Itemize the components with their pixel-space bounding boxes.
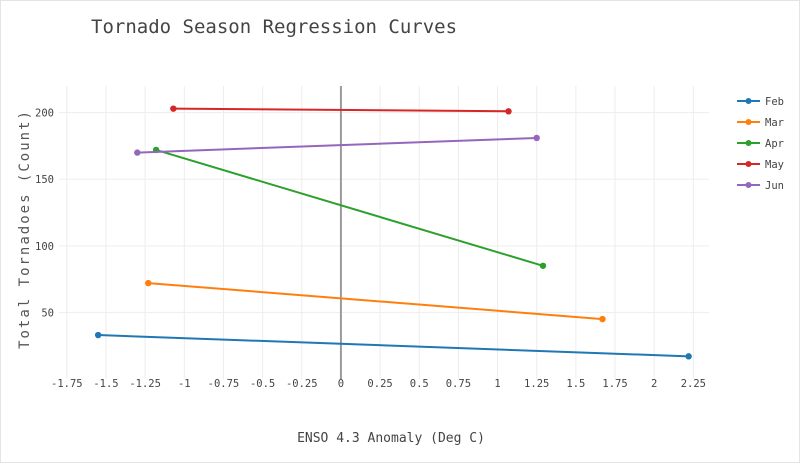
series-layer xyxy=(94,105,692,360)
legend-swatch-marker xyxy=(745,161,752,167)
x-tick-label: -0.25 xyxy=(286,378,318,390)
y-tick-label: 200 xyxy=(35,108,54,120)
data-point[interactable] xyxy=(685,353,692,360)
x-tick-label: -1.75 xyxy=(51,378,83,390)
legend[interactable]: Feb Mar Apr May Jun xyxy=(737,96,784,192)
x-tick-label: -1 xyxy=(178,378,191,390)
series-jun[interactable] xyxy=(134,134,540,156)
legend-swatch-marker xyxy=(745,98,752,104)
data-point[interactable] xyxy=(145,279,152,287)
series-may[interactable] xyxy=(170,105,512,115)
data-point[interactable] xyxy=(533,134,540,142)
legend-swatch-marker xyxy=(745,182,752,188)
y-tick-label: 50 xyxy=(41,307,54,319)
series-apr[interactable] xyxy=(152,146,547,269)
x-tick-label: 0.5 xyxy=(410,378,429,390)
data-point[interactable] xyxy=(170,105,177,112)
grid-layer xyxy=(59,86,709,379)
x-tick-label: -1.5 xyxy=(93,378,118,390)
series-line[interactable] xyxy=(98,334,689,358)
tick-labels: -1.75 -1.5 -1.25 -1 -0.75 -0.5 -0.25 0 0.25 0.5 0.… xyxy=(35,108,706,390)
series-mar[interactable] xyxy=(145,279,606,323)
x-tick-label: 1 xyxy=(494,378,500,390)
legend-label: Jun xyxy=(765,180,784,192)
x-tick-label: -0.5 xyxy=(250,378,275,390)
data-point[interactable] xyxy=(599,315,606,323)
data-point[interactable] xyxy=(505,108,512,115)
legend-label: Feb xyxy=(765,96,784,108)
x-tick-label: 0 xyxy=(338,378,344,390)
legend-item-mar[interactable]: Mar xyxy=(737,117,784,129)
series-line[interactable] xyxy=(137,136,537,154)
series-feb[interactable] xyxy=(94,331,692,360)
series-line[interactable] xyxy=(155,148,544,267)
data-point[interactable] xyxy=(134,149,141,156)
legend-label: May xyxy=(765,159,784,171)
legend-swatch-marker xyxy=(745,119,752,125)
legend-label: Apr xyxy=(765,138,784,150)
legend-item-jun[interactable]: Jun xyxy=(737,180,784,192)
series-line[interactable] xyxy=(173,107,509,113)
x-tick-label: 1.75 xyxy=(602,378,627,390)
chart-title: Tornado Season Regression Curves xyxy=(91,16,457,38)
x-tick-label: 1.25 xyxy=(524,378,549,390)
x-tick-label: -0.75 xyxy=(208,378,240,390)
legend-item-apr[interactable]: Apr xyxy=(737,138,784,150)
x-tick-label: -1.25 xyxy=(129,378,161,390)
legend-item-may[interactable]: May xyxy=(737,159,784,171)
x-tick-label: 2.25 xyxy=(681,378,706,390)
x-tick-label: 0.75 xyxy=(446,378,471,390)
y-tick-label: 150 xyxy=(35,174,54,186)
legend-item-feb[interactable]: Feb xyxy=(737,96,784,108)
data-point[interactable] xyxy=(539,262,547,269)
y-axis-title: Total Tornadoes (Count) xyxy=(17,109,33,349)
x-tick-label: 2 xyxy=(651,378,657,390)
data-point[interactable] xyxy=(94,331,102,339)
legend-label: Mar xyxy=(765,117,784,129)
x-tick-label: 1.5 xyxy=(566,378,585,390)
series-line[interactable] xyxy=(148,282,603,321)
y-tick-label: 100 xyxy=(35,241,54,253)
x-axis-title: ENSO 4.3 Anomaly (Deg C) xyxy=(297,431,485,446)
x-tick-label: 0.25 xyxy=(367,378,392,390)
legend-swatch-marker xyxy=(745,140,752,146)
